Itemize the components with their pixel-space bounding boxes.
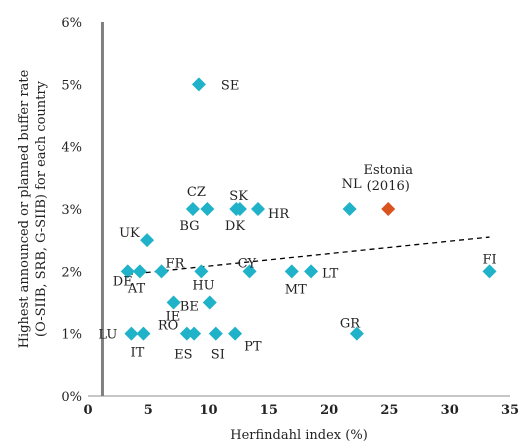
- y-tick-label: 2%: [61, 265, 82, 280]
- point-label-gr: GR: [340, 317, 361, 332]
- point-gr: [349, 326, 364, 341]
- x-tick-label: 30: [441, 403, 459, 418]
- y-tick-label: 1%: [61, 328, 82, 343]
- point-label-uk: UK: [119, 226, 140, 241]
- point-label-se: SE: [221, 78, 239, 93]
- point-at: [132, 264, 147, 279]
- point-se: [191, 77, 206, 92]
- point-label-pt: PT: [244, 340, 262, 355]
- x-tick-label: 5: [144, 403, 153, 418]
- point-label-nl: NL: [342, 177, 362, 192]
- point-cz: [185, 202, 200, 216]
- point-lt: [304, 264, 319, 279]
- point-label-hu: HU: [192, 278, 214, 293]
- point-label-lu: LU: [98, 328, 117, 343]
- point-uk: [140, 233, 155, 248]
- y-axis-title-line-2: (O-SIIB, SRB, G-SIIB) for each country: [34, 80, 49, 337]
- x-tick-label: 25: [380, 403, 398, 418]
- point-label-cz: CZ: [187, 185, 206, 200]
- x-tick-label: 10: [200, 403, 218, 418]
- point-label-it: IT: [130, 346, 144, 361]
- point-estonia-2016: [381, 202, 396, 216]
- point-label-ie: IE: [166, 310, 181, 325]
- point-label-lt: LT: [322, 266, 339, 281]
- trendline-dashed: [127, 236, 490, 276]
- point-de: [120, 264, 135, 279]
- point-es: [187, 326, 202, 341]
- point-label-at: AT: [127, 281, 146, 296]
- point-sk: [229, 202, 244, 216]
- point-label-hr: HR: [268, 207, 290, 222]
- point-bg: [200, 202, 215, 216]
- point-it: [136, 326, 151, 341]
- point-label-ro: RO: [158, 319, 178, 334]
- y-tick-label: 0%: [61, 390, 82, 405]
- point-cy: [242, 264, 257, 279]
- point-label-dk: DK: [225, 219, 245, 234]
- y-tick-label: 5%: [61, 78, 82, 93]
- point-pt: [228, 326, 243, 341]
- point-ro: [179, 326, 194, 341]
- data-points: [120, 77, 497, 341]
- y-tick-label: 6%: [61, 16, 82, 31]
- x-tick-label: 20: [320, 403, 338, 418]
- point-label-bg: BG: [179, 219, 199, 234]
- point-label-mt: MT: [285, 282, 307, 297]
- point-label-estonia-2016: Estonia (2016): [363, 163, 413, 194]
- point-label-fr: FR: [166, 256, 186, 271]
- y-tick-label: 3%: [61, 203, 82, 218]
- axes: 0% 1% 2% 3% 4% 5% 6% 0 5 10 15 20 25 30 35: [61, 16, 519, 418]
- x-axis-title: Herfindahl index (%): [230, 428, 368, 443]
- point-nl: [342, 202, 357, 216]
- x-tick-label: 15: [260, 403, 278, 418]
- point-hr: [251, 202, 266, 216]
- point-fr: [154, 264, 169, 279]
- trendline: [127, 236, 490, 276]
- point-label-es: ES: [174, 348, 192, 363]
- point-label-cy: CY: [238, 256, 257, 271]
- point-label-sk: SK: [229, 189, 248, 204]
- point-fi: [482, 264, 497, 279]
- point-hu: [194, 264, 209, 279]
- point-be: [202, 295, 217, 310]
- point-si: [208, 326, 223, 341]
- y-axis-title-line-1: Highest announced or planned buffer rate: [17, 69, 32, 348]
- x-tick-label: 35: [501, 403, 519, 418]
- point-label-de: DE: [113, 274, 133, 289]
- point-mt: [284, 264, 299, 279]
- point-ie: [166, 295, 181, 310]
- point-label-si: SI: [211, 348, 225, 363]
- y-tick-label: 4%: [61, 141, 82, 156]
- x-tick-label: 0: [83, 403, 92, 418]
- point-label-fi: FI: [483, 252, 497, 267]
- point-lu: [124, 326, 139, 341]
- point-label-be: BE: [180, 300, 199, 315]
